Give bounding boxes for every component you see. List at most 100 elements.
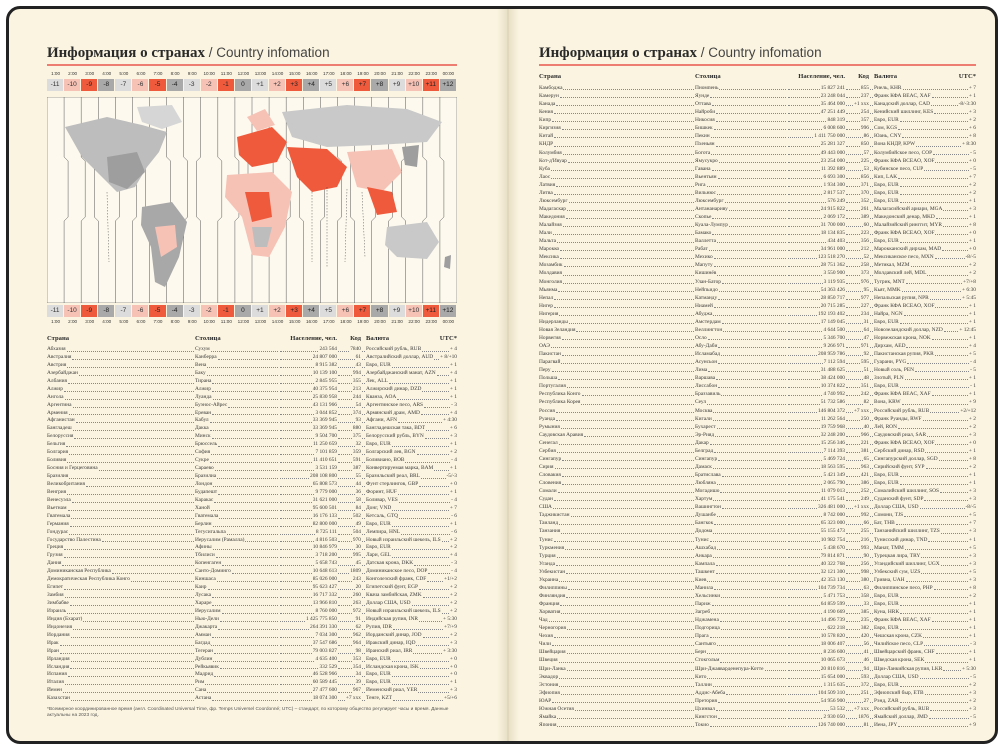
utc-offset: - 5 <box>970 673 976 680</box>
capital-name: Никосия <box>695 117 715 124</box>
country-cell: Словакия <box>539 471 695 479</box>
population-value: 11 250 659 <box>312 441 337 448</box>
capital-cell: Минск <box>195 433 279 441</box>
dot-leader <box>558 656 694 663</box>
dot-leader <box>338 425 352 432</box>
capital-cell: Подгорица <box>695 624 787 632</box>
population-cell: 14 496 739 <box>787 616 845 624</box>
phone-code: 55 <box>355 473 361 479</box>
country-name: Республика Конго <box>539 391 581 398</box>
dot-leader <box>846 213 860 220</box>
dot-leader <box>553 632 694 639</box>
population-cell: 65 323 000 <box>787 519 845 527</box>
phone-code: 92 <box>863 351 869 358</box>
dot-leader <box>846 245 860 252</box>
utc-offset: + 4 <box>449 552 457 559</box>
dot-leader <box>280 537 315 543</box>
currency-utc-cell: Риель, KHR + 7 <box>869 84 976 92</box>
dot-leader <box>870 173 873 179</box>
dot-leader <box>788 568 820 574</box>
population-cell: 1 425 775 850 <box>279 616 337 624</box>
dot-leader <box>338 521 355 527</box>
country-name: Мозамбик <box>539 262 563 269</box>
dot-leader <box>362 632 365 638</box>
dot-leader <box>559 576 694 582</box>
population-value: 82 800 000 <box>312 520 337 527</box>
utc-offset: + 1 <box>968 310 976 317</box>
country-name: Филиппины <box>539 584 567 591</box>
country-cell: Шри-Ланка <box>539 665 695 673</box>
utc-offset: - 4 <box>451 568 457 575</box>
population-cell: 11 079 013 <box>787 487 845 495</box>
utc-offset: + 4:30 <box>443 417 457 424</box>
population-value: 3 550 900 <box>823 270 845 277</box>
table-row: Нигерия Абуджа 192 193 402 234 Найра, NGN + 1 <box>539 310 976 318</box>
capital-name: Иерусалим (Рамалла) <box>195 536 245 543</box>
dot-leader <box>280 671 312 678</box>
dot-leader <box>338 394 352 400</box>
population-value: 47 251 449 <box>820 109 845 116</box>
table-row: Португалия Лиссабон 10 374 822 351 Евро, EUR… <box>539 382 976 390</box>
dot-leader <box>708 366 786 373</box>
dot-leader <box>63 552 194 559</box>
dot-leader <box>214 497 278 503</box>
dot-leader <box>788 415 820 421</box>
phone-code: 255 <box>860 528 869 535</box>
phone-code: 45 <box>355 560 361 567</box>
country-name: Мексика <box>539 254 559 261</box>
population-cell: 40 322 768 <box>787 560 845 568</box>
capital-name: Катманду <box>695 294 718 301</box>
utc-offset: + 8 <box>968 455 976 462</box>
population-cell: 37 547 686 <box>279 640 337 648</box>
capital-name: Манила <box>695 584 714 591</box>
table-row: Марокко Рабат 34 961 000 212 Марокканский ди… <box>539 245 976 253</box>
currency-name: Доллар США, USD <box>874 504 919 511</box>
dot-leader <box>709 632 786 639</box>
country-name: Литва <box>539 189 553 196</box>
capital-cell: Душанбе <box>695 511 787 519</box>
country-cell: Грузия <box>47 552 195 560</box>
phone-code: 420 <box>860 633 869 640</box>
population-value: 2 845 955 <box>315 377 337 384</box>
country-name: Казахстан <box>47 695 71 702</box>
currency-utc-cell: Шри-Ланкийская рупия, LKR + 5:30 <box>869 665 976 673</box>
population-cell: 243 564 <box>279 346 337 354</box>
dot-leader <box>226 529 278 535</box>
dot-leader <box>870 366 873 373</box>
capital-name: Хельсинки <box>695 592 721 599</box>
code-cell: 389 <box>845 213 869 221</box>
currency-name: Евро, EUR <box>366 544 391 551</box>
dot-leader <box>280 378 315 384</box>
population-value: 10 374 822 <box>820 383 845 390</box>
country-name: Таджикистан <box>539 512 570 519</box>
country-cell: Испания <box>47 671 195 679</box>
country-name: Государство Палестина <box>47 536 101 543</box>
dot-leader <box>788 600 820 607</box>
country-name: Пакистан <box>539 351 561 358</box>
dot-leader <box>935 229 968 236</box>
dot-leader <box>788 108 820 115</box>
dot-leader <box>788 407 818 413</box>
table-row: Албания Тирана 2 845 955 355 Лек, ALL + 1 <box>47 378 457 386</box>
population-cell: 34 961 000 <box>787 245 845 253</box>
dot-leader <box>338 457 352 464</box>
population-cell: 7 101 859 <box>279 449 337 457</box>
country-cell: Франция <box>539 600 695 608</box>
dot-leader <box>870 495 873 502</box>
country-name: Колумбия <box>539 149 562 156</box>
table-row: Государство Палестина Иерусалим (Рамалла)… <box>47 537 457 545</box>
code-cell: 91 <box>337 616 361 624</box>
currency-name: Франк КФА BCEAO, XOF <box>874 230 935 237</box>
dot-leader <box>211 386 278 392</box>
utc-offset: - 5 <box>970 713 976 720</box>
dot-leader <box>846 511 860 518</box>
capital-cell: Сараево <box>195 465 279 473</box>
page-title: Информация о странах / Country infomatio… <box>539 45 822 62</box>
capital-name: Сараево <box>195 465 214 472</box>
dot-leader <box>902 84 968 91</box>
country-cell: Швеция <box>539 656 695 664</box>
capital-cell: Белград <box>695 447 787 455</box>
currency-utc-cell: Рупия, IDR +7/+9 <box>361 624 457 632</box>
table-row: Сингапур Сингапур 5 469 724 65 Сингапурский … <box>539 455 976 463</box>
dot-leader <box>870 318 873 324</box>
